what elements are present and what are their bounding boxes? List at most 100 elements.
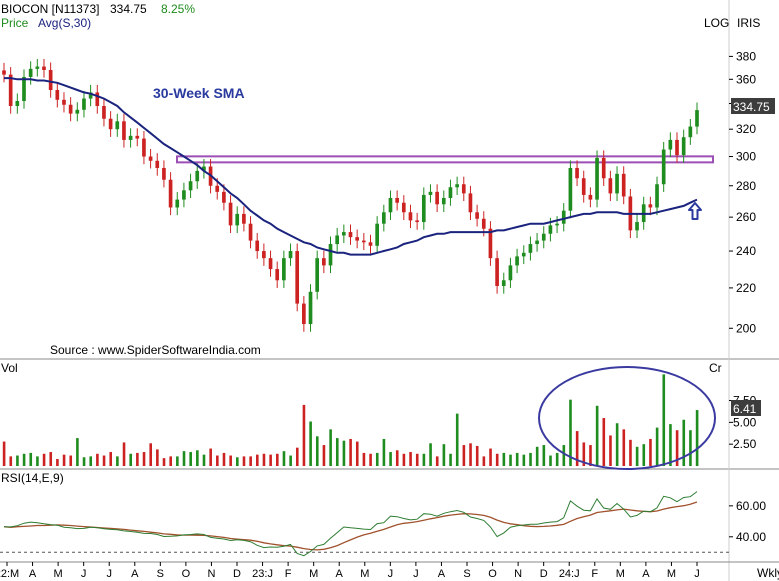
volume-bar xyxy=(502,452,506,466)
volume-bar xyxy=(329,429,332,466)
time-axis: 22:M A M J J A S O N D 23:J F M A M J J A S O N D 24:J F M A M J xyxy=(0,562,700,580)
candle-body xyxy=(302,303,306,325)
candle-body xyxy=(508,265,513,281)
volume-bar xyxy=(449,453,452,466)
candle-body xyxy=(242,213,246,224)
rsi-tick-label: 60.00 xyxy=(736,499,766,513)
candle-body xyxy=(528,244,533,253)
candle-body xyxy=(128,135,133,140)
volume-bar xyxy=(309,421,312,466)
log-scale-label[interactable]: LOG xyxy=(704,16,729,30)
volume-bar xyxy=(429,443,432,466)
candle-body xyxy=(308,291,313,325)
time-tick-label: M xyxy=(54,568,63,580)
candle-body xyxy=(335,235,340,245)
time-tick-label: O xyxy=(488,568,497,580)
time-tick-label: 23:J xyxy=(252,568,273,580)
candle-body xyxy=(408,212,413,221)
volume-bar xyxy=(189,452,192,466)
candle-body xyxy=(268,258,273,270)
volume-bar xyxy=(589,445,592,466)
volume-bar xyxy=(382,438,386,466)
candle-body xyxy=(175,199,180,208)
time-tick-label: D xyxy=(540,568,548,580)
candle-body xyxy=(395,198,399,203)
price-tick-label: 220 xyxy=(736,281,756,295)
sma-line xyxy=(4,77,698,256)
time-tick-label: F xyxy=(285,568,292,580)
time-tick-label: S xyxy=(463,568,470,580)
candle-body xyxy=(595,157,599,200)
volume-bar xyxy=(116,456,119,466)
time-tick-label: M xyxy=(667,568,676,580)
price-tick-label: 280 xyxy=(736,179,756,193)
candle-body xyxy=(248,223,253,241)
volume-bar xyxy=(529,452,532,466)
price-tick-label: 300 xyxy=(736,150,756,164)
candle-body xyxy=(68,104,73,114)
volume-bar xyxy=(122,442,126,466)
volume-bar xyxy=(442,444,446,466)
volume-bar xyxy=(575,431,579,466)
candle-body xyxy=(75,109,80,114)
volume-bar xyxy=(29,452,33,466)
candle-body xyxy=(108,118,113,130)
volume-bar xyxy=(109,452,113,466)
candle-body xyxy=(262,251,266,259)
candle-body xyxy=(115,121,120,130)
candle-body xyxy=(8,74,13,107)
candle-body xyxy=(535,240,539,245)
volume-highlight-ellipse xyxy=(538,366,716,470)
candle-body xyxy=(695,110,699,127)
volume-bar xyxy=(16,455,19,466)
candle-body xyxy=(588,194,593,200)
volume-bar xyxy=(289,455,292,466)
volume-bar xyxy=(622,429,626,466)
volume-bar xyxy=(369,453,372,466)
iris-label[interactable]: IRIS xyxy=(737,16,760,30)
volume-bar xyxy=(535,446,539,466)
volume-bar xyxy=(362,452,366,466)
volume-bar xyxy=(182,451,186,466)
candle-body xyxy=(415,220,419,223)
candle-body xyxy=(322,258,326,266)
price-axis: 200220240260280300320340360380 xyxy=(729,49,756,335)
time-tick-label: S xyxy=(157,568,164,580)
volume-bar xyxy=(655,427,659,466)
candle-body xyxy=(328,244,333,266)
source-label: Source : www.SpiderSoftwareIndia.com xyxy=(50,343,261,357)
volume-bar xyxy=(236,457,239,466)
candle-body xyxy=(282,258,286,281)
candle-body xyxy=(35,66,40,69)
time-tick-label: N xyxy=(207,568,215,580)
candle-body xyxy=(488,228,493,259)
volume-bar xyxy=(542,445,546,466)
candle-body xyxy=(495,258,499,286)
candle-body xyxy=(22,76,26,102)
candle-body xyxy=(2,70,6,75)
candle-body xyxy=(188,181,193,191)
volume-bar xyxy=(302,404,306,466)
volume-bar xyxy=(662,374,666,466)
price-tick-label: 360 xyxy=(736,72,756,86)
volume-bar xyxy=(142,452,146,466)
volume-bar xyxy=(42,453,46,466)
time-tick-label: M xyxy=(616,568,625,580)
volume-bar xyxy=(222,452,226,466)
volume-bar xyxy=(216,455,219,466)
time-tick-label: A xyxy=(29,568,37,580)
volume-bars xyxy=(2,374,699,466)
candle-body xyxy=(122,121,126,140)
candle-body xyxy=(368,242,373,246)
volume-bar xyxy=(375,452,379,466)
time-tick-label: M xyxy=(309,568,318,580)
candle-body xyxy=(401,202,406,213)
timeframe-label[interactable]: Wkly xyxy=(757,566,779,580)
candle-body xyxy=(135,135,140,139)
volume-bar xyxy=(56,459,59,466)
volume-bar xyxy=(435,456,439,466)
price-tick-label: 260 xyxy=(736,210,756,224)
sma-annotation: 30-Week SMA xyxy=(153,85,245,101)
candle-body xyxy=(55,90,60,100)
volume-tag-box xyxy=(731,400,761,416)
